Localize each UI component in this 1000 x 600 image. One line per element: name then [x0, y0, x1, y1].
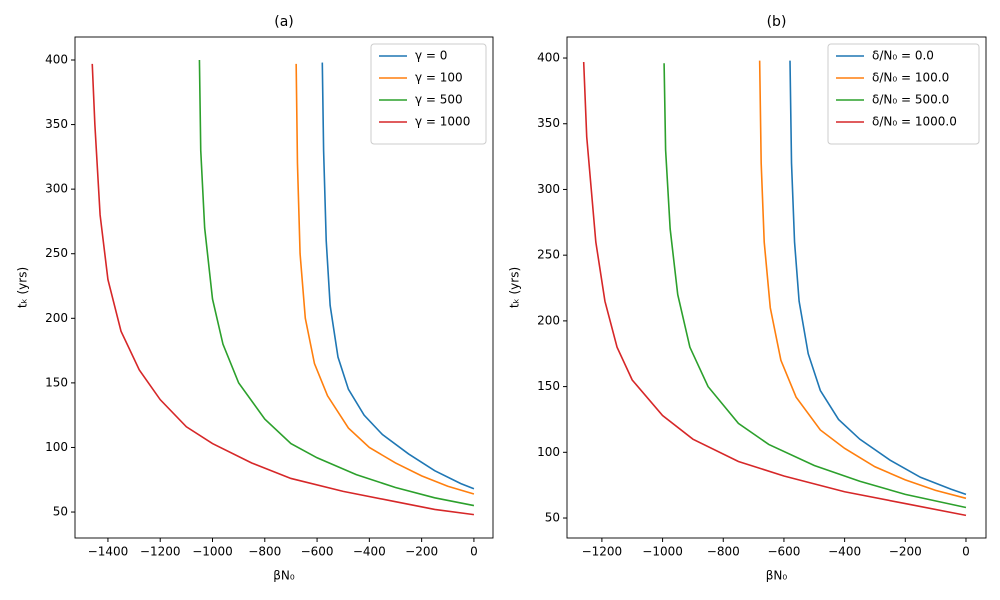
chart-title: (b) [767, 14, 787, 30]
legend-label: γ = 100 [415, 71, 463, 85]
x-axis-label: βN₀ [273, 569, 295, 583]
y-tick-label: 100 [537, 445, 560, 459]
y-tick-label: 350 [45, 117, 68, 131]
y-tick-label: 300 [537, 182, 560, 196]
axes-frame [74, 36, 494, 539]
line-series [663, 63, 967, 509]
y-axis-label: tₖ (yrs) [16, 267, 30, 308]
y-tick-label: 200 [45, 311, 68, 325]
x-tick-label: −800 [248, 545, 281, 559]
y-tick-label: 400 [45, 52, 68, 66]
x-tick-label: −200 [405, 545, 438, 559]
y-axis-label: tₖ (yrs) [508, 267, 522, 308]
legend-label: δ/N₀ = 500.0 [872, 93, 949, 107]
x-tick-label: −400 [353, 545, 386, 559]
x-axis-label: βN₀ [766, 569, 788, 583]
axes: −1200 −1000 −800 −600 −400 −200 0 50 100 150 200 25… [508, 14, 987, 583]
x-tick-label: −1000 [192, 545, 233, 559]
x-tick-label: 0 [470, 545, 478, 559]
legend-label: δ/N₀ = 100.0 [872, 71, 949, 85]
x-tick-label: −1200 [582, 545, 623, 559]
line-series [758, 60, 967, 500]
y-tick-label: 150 [45, 375, 68, 389]
y-tick-label: 250 [537, 248, 560, 262]
line-series [91, 63, 475, 516]
legend-label: γ = 500 [415, 93, 463, 107]
legend-box [370, 43, 487, 145]
y-tick-label: 100 [45, 440, 68, 454]
y-tick-label: 350 [537, 116, 560, 130]
y-tick-label: 50 [545, 511, 560, 525]
line-series [321, 62, 475, 490]
x-tick-label: −1000 [642, 545, 683, 559]
y-tick-label: 300 [45, 182, 68, 196]
chart-title: (a) [274, 14, 294, 30]
axes-frame [566, 36, 987, 539]
y-tick-label: 200 [537, 313, 560, 327]
x-tick-label: −200 [889, 545, 922, 559]
y-tick-label: 50 [53, 505, 68, 519]
line-series [582, 61, 967, 517]
x-tick-label: 0 [962, 545, 970, 559]
x-tick-label: −1200 [140, 545, 181, 559]
x-tick-label: −600 [767, 545, 800, 559]
legend-label: δ/N₀ = 0.0 [872, 49, 934, 63]
legend-label: γ = 1000 [415, 115, 470, 129]
line-series [295, 63, 475, 495]
y-tick-label: 250 [45, 246, 68, 260]
y-tick-label: 150 [537, 379, 560, 393]
x-tick-label: −800 [707, 545, 740, 559]
x-tick-label: −600 [301, 545, 334, 559]
x-tick-label: −1400 [88, 545, 129, 559]
x-tick-label: −400 [828, 545, 861, 559]
line-series [789, 60, 967, 496]
line-series [198, 59, 475, 507]
legend-label: γ = 0 [415, 49, 447, 63]
legend-label: δ/N₀ = 1000.0 [872, 115, 957, 129]
y-tick-label: 400 [537, 51, 560, 65]
axes: −1400 −1200 −1000 −800 −600 −400 −200 0 50 100 150… [16, 14, 494, 583]
legend-box [827, 43, 980, 145]
